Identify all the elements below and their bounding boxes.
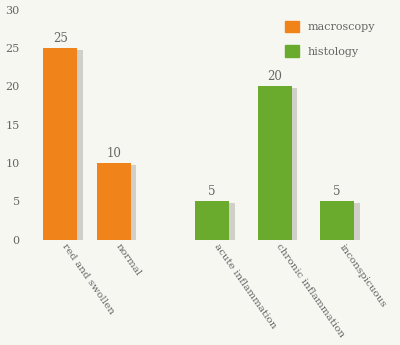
Bar	[320, 201, 354, 240]
Bar	[49, 50, 83, 240]
Bar	[195, 201, 229, 240]
Text: 25: 25	[53, 32, 68, 45]
Bar	[102, 165, 136, 240]
Bar	[326, 203, 360, 240]
Bar	[200, 203, 234, 240]
Text: 10: 10	[106, 147, 121, 160]
Bar	[263, 88, 297, 240]
Text: 5: 5	[208, 185, 216, 198]
Text: 5: 5	[334, 185, 341, 198]
Text: 20: 20	[267, 70, 282, 83]
Bar	[44, 48, 77, 240]
Legend: macroscopy, histology: macroscopy, histology	[280, 15, 381, 62]
Bar	[97, 163, 131, 240]
Bar	[258, 86, 292, 240]
